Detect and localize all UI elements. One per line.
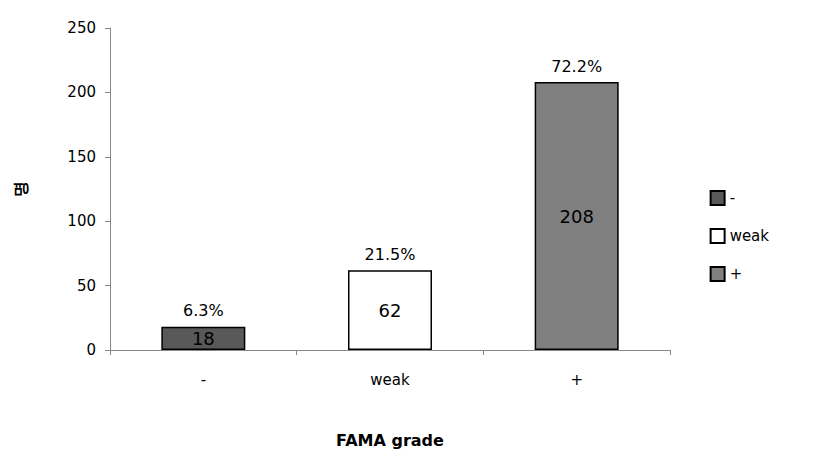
svg-text:208: 208 [559,206,593,227]
svg-text:62: 62 [379,300,402,321]
svg-text:0: 0 [86,341,96,359]
svg-text:weak: weak [370,371,410,389]
svg-text:18: 18 [192,328,215,349]
svg-text:250: 250 [67,19,96,37]
svg-text:6.3%: 6.3% [183,301,224,320]
svg-text:-: - [730,189,735,207]
svg-text:weak: weak [730,227,770,245]
svg-text:200: 200 [67,83,96,101]
svg-text:+: + [570,371,583,389]
svg-text:100: 100 [67,212,96,230]
svg-text:72.2%: 72.2% [551,57,602,76]
svg-text:50: 50 [77,277,96,295]
svg-text:+: + [730,265,743,283]
svg-text:FAMA grade: FAMA grade [336,431,444,450]
svg-text:-: - [201,371,206,389]
svg-text:명: 명 [11,181,30,197]
svg-text:150: 150 [67,148,96,166]
svg-text:21.5%: 21.5% [365,245,416,264]
